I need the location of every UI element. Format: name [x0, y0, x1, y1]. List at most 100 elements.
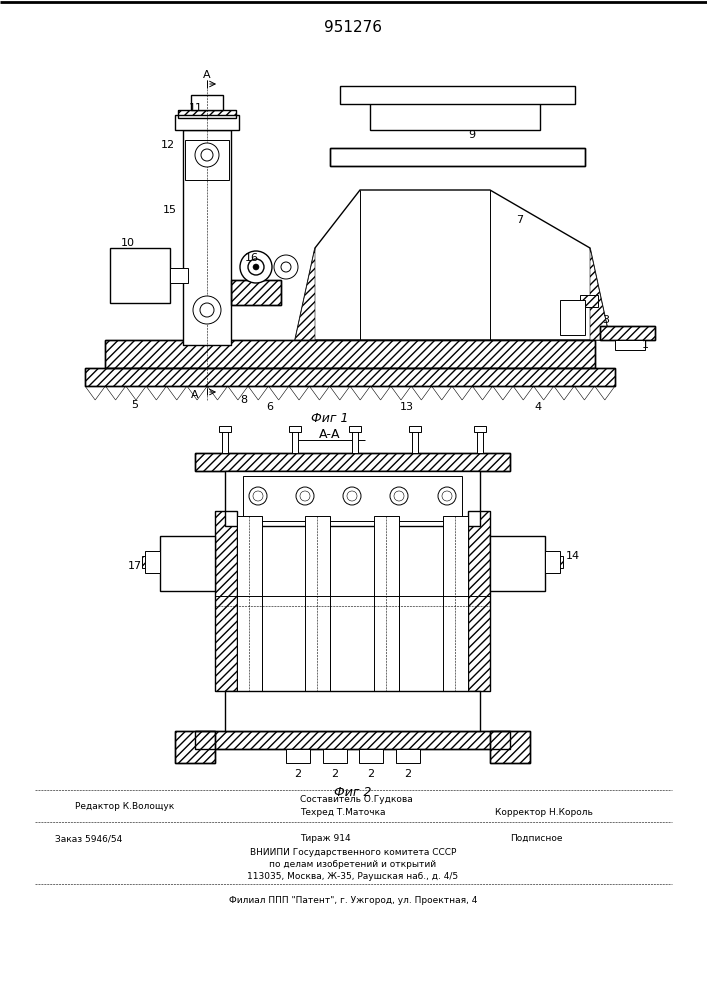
Bar	[289, 426, 301, 432]
Text: Составитель О.Гудкова: Составитель О.Гудкова	[300, 795, 413, 804]
Text: 14: 14	[566, 551, 580, 561]
Bar	[215, 511, 237, 691]
Text: 9: 9	[469, 130, 476, 140]
Text: 3: 3	[602, 315, 609, 325]
Circle shape	[193, 296, 221, 324]
Bar	[191, 95, 223, 110]
Circle shape	[253, 264, 259, 270]
Bar	[110, 248, 170, 303]
Bar	[396, 749, 420, 763]
Bar	[195, 731, 510, 749]
Bar	[225, 691, 243, 731]
Bar	[600, 326, 655, 340]
Text: 15: 15	[163, 205, 177, 215]
Circle shape	[343, 487, 361, 505]
Circle shape	[200, 303, 214, 317]
Bar	[237, 516, 262, 711]
Text: 2: 2	[294, 769, 302, 779]
Text: Подписное: Подписное	[510, 834, 563, 843]
Circle shape	[390, 487, 408, 505]
Bar	[175, 115, 239, 130]
Circle shape	[347, 491, 357, 501]
Circle shape	[274, 255, 298, 279]
Bar	[409, 426, 421, 432]
Text: 13: 13	[400, 402, 414, 412]
Text: по делам изобретений и открытий: по делам изобретений и открытий	[269, 860, 436, 869]
Bar	[580, 295, 598, 307]
Bar	[490, 536, 545, 591]
Bar	[558, 556, 563, 568]
Bar	[359, 749, 383, 763]
Bar	[474, 426, 486, 432]
Text: 7: 7	[516, 215, 524, 225]
Text: 1: 1	[641, 340, 648, 350]
Text: 4: 4	[534, 402, 542, 412]
Bar	[545, 551, 560, 573]
Circle shape	[281, 262, 291, 272]
Text: 6: 6	[267, 402, 274, 412]
Bar	[352, 431, 358, 453]
Bar	[185, 140, 229, 180]
Bar	[160, 536, 215, 591]
Circle shape	[442, 491, 452, 501]
Bar	[195, 453, 510, 471]
Bar	[452, 476, 462, 521]
Text: 2: 2	[332, 769, 339, 779]
Bar	[105, 340, 595, 368]
Bar	[600, 326, 655, 340]
Text: Фиг 1: Фиг 1	[311, 412, 349, 424]
Bar	[175, 731, 215, 763]
Bar	[231, 280, 281, 305]
Text: Редактор К.Волощук: Редактор К.Волощук	[75, 802, 174, 811]
Bar	[462, 471, 480, 526]
Bar	[231, 280, 281, 305]
Bar	[178, 110, 236, 118]
Circle shape	[253, 491, 263, 501]
Text: Корректор Н.Король: Корректор Н.Король	[495, 808, 593, 817]
Bar	[183, 130, 231, 345]
Bar	[495, 541, 540, 586]
Bar	[349, 426, 361, 432]
Bar	[374, 516, 399, 711]
Bar	[145, 551, 160, 573]
Bar	[178, 110, 236, 118]
Bar	[468, 511, 490, 691]
Bar	[165, 541, 210, 586]
Text: А: А	[203, 70, 211, 80]
Text: 17: 17	[128, 561, 142, 571]
Bar	[222, 431, 228, 453]
Text: 951276: 951276	[324, 20, 382, 35]
Bar	[225, 471, 243, 526]
Text: 8: 8	[240, 395, 247, 405]
Bar	[142, 556, 147, 568]
Polygon shape	[295, 190, 610, 340]
Bar	[225, 691, 480, 731]
Bar	[225, 471, 480, 526]
Text: Заказ 5946/54: Заказ 5946/54	[55, 834, 122, 843]
Text: Тираж 914: Тираж 914	[300, 834, 351, 843]
Polygon shape	[295, 248, 315, 340]
Text: 12: 12	[161, 140, 175, 150]
Circle shape	[394, 491, 404, 501]
Polygon shape	[590, 248, 610, 340]
Text: 2: 2	[404, 769, 411, 779]
Bar	[468, 511, 490, 691]
Bar	[323, 749, 347, 763]
Circle shape	[296, 487, 314, 505]
Bar	[477, 431, 483, 453]
Text: 2: 2	[368, 769, 375, 779]
Bar	[340, 86, 575, 104]
Bar	[85, 368, 615, 386]
Circle shape	[248, 259, 264, 275]
Circle shape	[438, 487, 456, 505]
Text: 16: 16	[245, 253, 259, 263]
Bar	[195, 453, 510, 471]
Bar	[443, 516, 468, 711]
Circle shape	[300, 491, 310, 501]
Text: Техред Т.Маточка: Техред Т.Маточка	[300, 808, 385, 817]
Bar	[105, 340, 595, 368]
Text: 11: 11	[189, 103, 203, 113]
Bar	[292, 431, 298, 453]
Bar	[490, 731, 530, 763]
Bar	[412, 431, 418, 453]
